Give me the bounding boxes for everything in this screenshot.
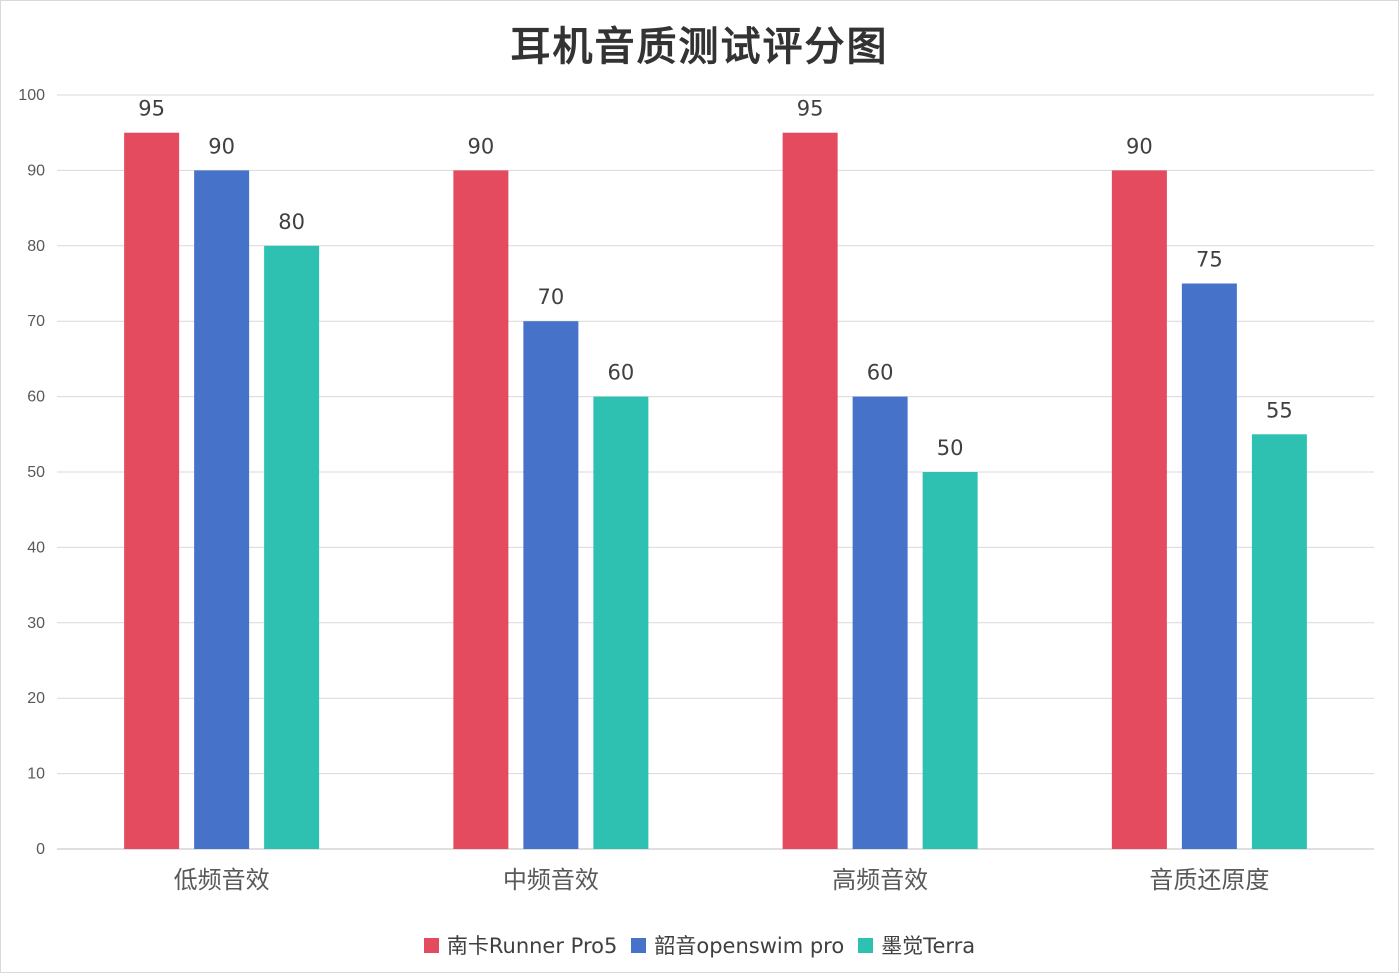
data-label: 60 — [867, 361, 894, 385]
y-tick-label: 100 — [18, 87, 45, 104]
data-label: 50 — [937, 436, 964, 460]
bar — [852, 396, 908, 849]
bar — [194, 170, 250, 849]
bar — [1111, 170, 1167, 849]
legend-swatch — [423, 937, 439, 953]
y-tick-label: 70 — [27, 313, 45, 330]
bar — [523, 321, 579, 849]
bar — [453, 170, 509, 849]
bar — [593, 396, 649, 849]
y-tick-label: 50 — [27, 464, 45, 481]
data-label: 80 — [278, 210, 305, 234]
bar — [264, 245, 320, 850]
y-tick-label: 20 — [27, 690, 45, 707]
data-label: 75 — [1196, 248, 1223, 272]
bar — [1181, 283, 1237, 849]
data-label: 70 — [538, 285, 565, 309]
legend-label: 墨觉Terra — [881, 934, 976, 958]
chart-title: 耳机音质测试评分图 — [510, 23, 889, 70]
data-label: 95 — [797, 97, 824, 121]
x-category-label: 音质还原度 — [1149, 866, 1269, 894]
bar — [782, 132, 838, 849]
data-label: 90 — [1126, 134, 1153, 158]
data-label: 90 — [208, 134, 235, 158]
y-tick-label: 90 — [27, 162, 45, 179]
legend-item: 南卡Runner Pro5 — [423, 930, 618, 960]
legend-swatch — [631, 937, 647, 953]
y-tick-label: 40 — [27, 539, 45, 556]
legend-label: 韶音openswim pro — [654, 934, 845, 958]
y-tick-label: 10 — [27, 766, 45, 783]
data-label: 95 — [138, 97, 165, 121]
chart-legend: 南卡Runner Pro5 韶音openswim pro 墨觉Terra — [0, 930, 1399, 960]
y-tick-label: 0 — [36, 841, 45, 858]
legend-swatch — [858, 937, 874, 953]
legend-label: 南卡Runner Pro5 — [446, 934, 618, 958]
bar — [922, 472, 978, 849]
legend-item: 韶音openswim pro — [631, 930, 844, 960]
bar — [1251, 434, 1307, 849]
x-category-label: 中频音效 — [503, 866, 599, 894]
bar — [124, 132, 180, 849]
data-label: 60 — [608, 361, 635, 385]
y-tick-label: 30 — [27, 615, 45, 632]
data-label: 90 — [468, 134, 495, 158]
x-category-label: 低频音效 — [174, 866, 270, 894]
legend-item: 墨觉Terra — [858, 930, 975, 960]
y-tick-label: 60 — [27, 389, 45, 406]
y-tick-label: 80 — [27, 238, 45, 255]
data-label: 55 — [1266, 398, 1293, 422]
x-category-label: 高频音效 — [832, 866, 928, 894]
